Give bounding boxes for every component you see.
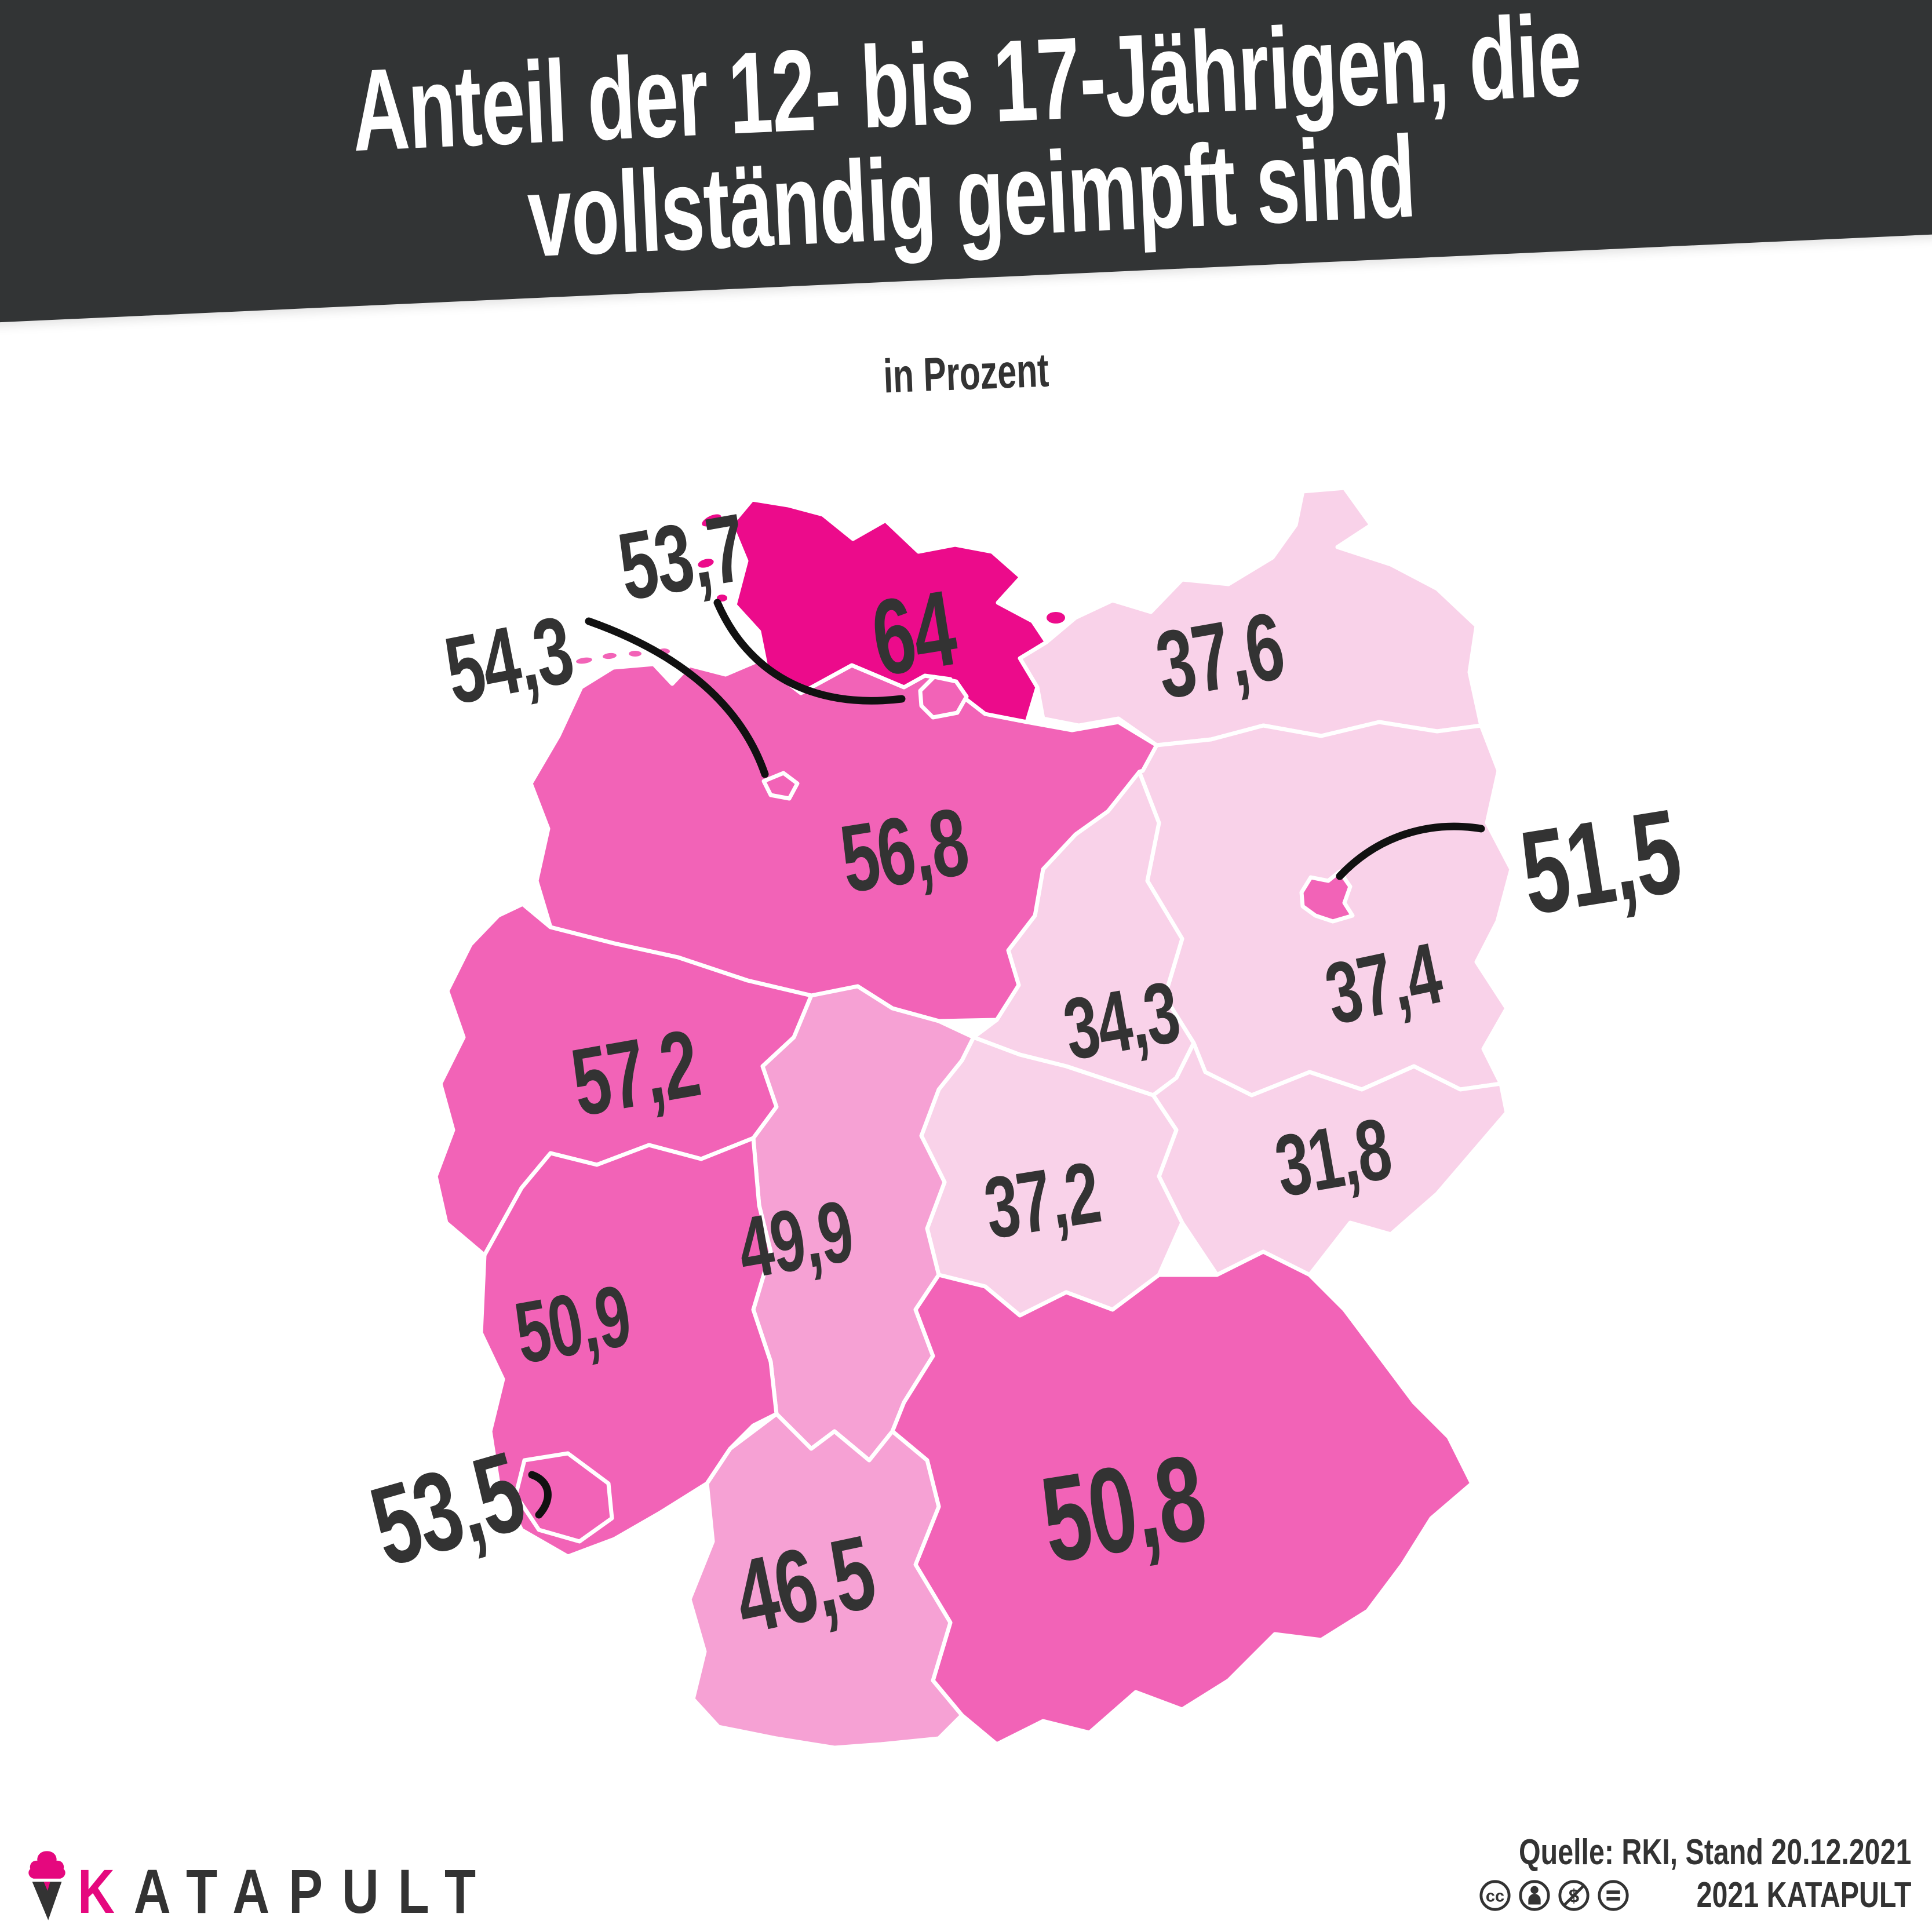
callout-saarland-line	[528, 1471, 552, 1519]
brand-logo: KATAPULT	[24, 1849, 586, 1923]
subtitle-text: in Prozent	[882, 344, 1050, 403]
license-row: cc $ 2021 KATAPULT	[1408, 1875, 1911, 1916]
value-label-sachsen: 31,8	[1268, 1100, 1397, 1215]
value-label-bremen: 54,3	[437, 596, 581, 725]
island-fehmarn	[1047, 612, 1065, 624]
brand-letter-k: K	[78, 1856, 134, 1926]
cc-nd-icon	[1597, 1880, 1629, 1911]
value-label-thueringen: 37,2	[978, 1144, 1106, 1257]
value-label-hessen: 49,9	[731, 1183, 859, 1297]
value-label-hamburg: 53,7	[611, 494, 753, 621]
source-text: Quelle: RKI, Stand 20.12.2021	[1518, 1832, 1911, 1872]
brand-wordmark: KATAPULT	[78, 1860, 495, 1923]
value-label-schleswig-holstein: 64	[864, 567, 964, 698]
state-shapes	[433, 486, 1514, 1750]
state-bremen-shape	[761, 771, 800, 801]
island-east-frisian-3	[629, 651, 641, 657]
callout-berlin-line	[1336, 822, 1485, 880]
island-north-frisian-2	[698, 559, 714, 568]
island-north-frisian-1	[702, 514, 721, 527]
callout-lines	[528, 599, 1485, 1519]
state-hamburg-shape	[918, 675, 969, 720]
value-label-niedersachsen: 56,8	[834, 788, 975, 913]
value-label-baden-wuerttemberg: 46,5	[725, 1513, 884, 1656]
katapult-icecream-icon	[28, 1851, 65, 1920]
value-labels: 64 53,7 54,3 56,8 37,6 51,5 37,4 34,3 31…	[358, 494, 1688, 1656]
value-label-mecklenburg-vorpommern: 37,6	[1149, 593, 1291, 720]
value-label-sachsen-anhalt: 34,3	[1057, 964, 1186, 1078]
state-baden-wuerttemberg-shape	[687, 1412, 964, 1750]
svg-text:cc: cc	[1485, 1887, 1504, 1906]
value-label-brandenburg: 37,4	[1318, 925, 1450, 1043]
cc-by-icon	[1518, 1880, 1550, 1911]
license-text: 2021 KATAPULT	[1696, 1875, 1911, 1915]
island-east-frisian-1	[576, 657, 592, 664]
value-label-nordrhein-westfalen: 57,2	[564, 1010, 706, 1137]
state-berlin-shape	[1299, 869, 1355, 924]
state-rheinland-pfalz-shape	[479, 1136, 779, 1559]
cc-nc-icon: $	[1558, 1880, 1590, 1911]
brand-rest: ATAPULT	[133, 1856, 495, 1926]
callout-bremen-line	[585, 617, 769, 778]
island-east-frisian-2	[603, 652, 617, 659]
cc-icon: cc	[1479, 1880, 1511, 1911]
value-label-rheinland-pfalz: 50,9	[508, 1267, 637, 1382]
value-label-berlin: 51,5	[1512, 785, 1688, 940]
value-label-bayern: 50,8	[1033, 1430, 1213, 1589]
callout-hamburg-line	[713, 599, 906, 705]
source-block: Quelle: RKI, Stand 20.12.2021 cc $ 2021 …	[1408, 1832, 1911, 1916]
